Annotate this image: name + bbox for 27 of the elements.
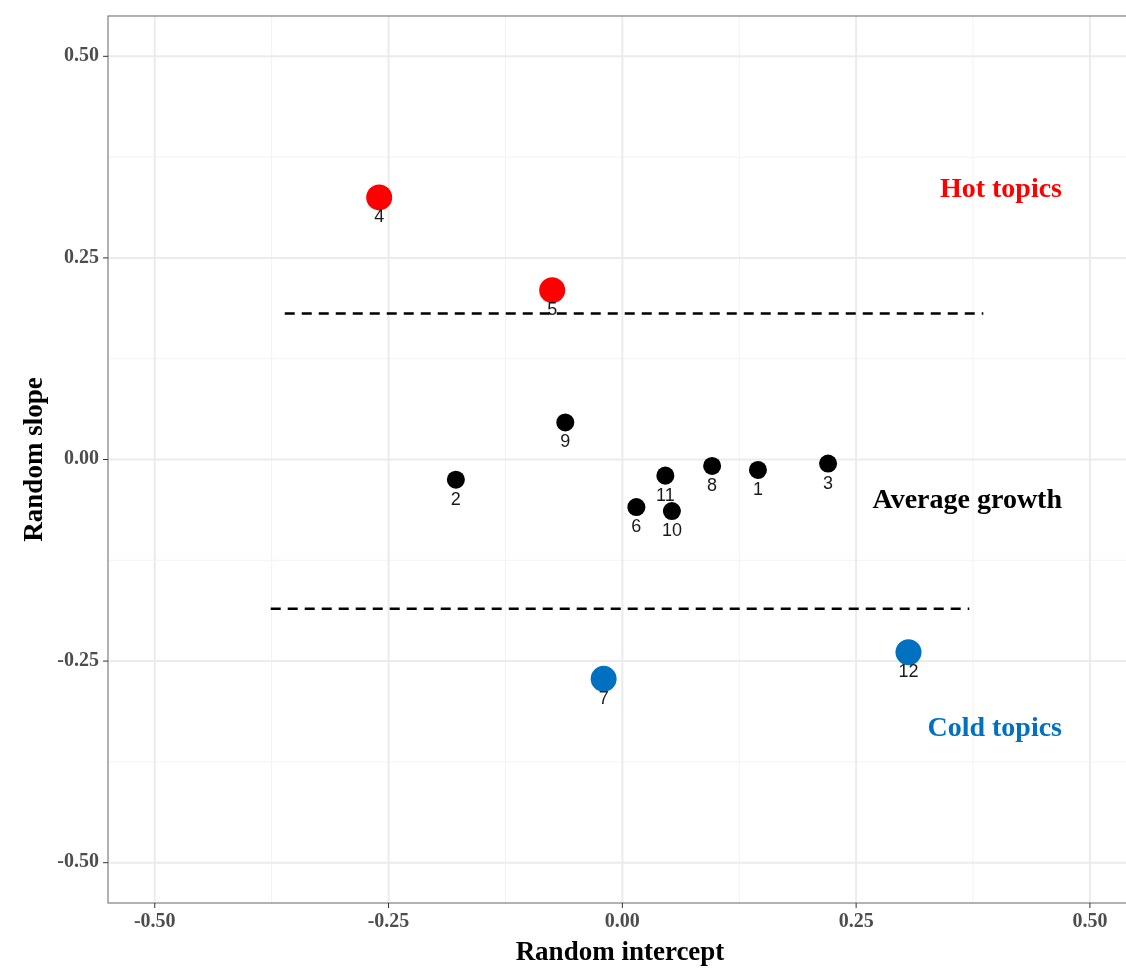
text: Hot topics xyxy=(939,172,1063,204)
y-tick-label: 0.00 xyxy=(64,446,99,469)
x-tick-label: -0.50 xyxy=(133,909,176,931)
annotation: 7 xyxy=(598,687,609,708)
annotation: 12 xyxy=(898,661,919,682)
annotation: 1 xyxy=(752,478,763,499)
annotation: 6 xyxy=(631,516,642,537)
y-tick-label: -0.25 xyxy=(57,647,99,670)
x-tick-label: 0.00 xyxy=(604,909,640,931)
y-tick-label: -0.50 xyxy=(57,849,99,872)
annotation: 5 xyxy=(547,299,558,320)
annotation: 3 xyxy=(823,472,834,493)
annotation: 8 xyxy=(707,474,718,495)
x-tick-label: 0.25 xyxy=(838,909,874,931)
annotation: 2 xyxy=(450,488,461,509)
y-tick-label: 0.25 xyxy=(64,244,99,267)
y-tick-label: 0.50 xyxy=(64,42,99,65)
annotation: 4 xyxy=(374,206,385,227)
x-axis-title: Random intercept xyxy=(515,936,725,966)
series-label: Cold topics xyxy=(927,711,1063,743)
series-label: Average growth xyxy=(872,482,1063,514)
annotation: 11 xyxy=(656,484,675,505)
x-tick-label: 0.50 xyxy=(1072,909,1108,931)
annotation: 10 xyxy=(661,520,682,541)
x-tick-label: -0.25 xyxy=(367,909,410,931)
y-axis-title: Random slope xyxy=(18,377,48,542)
annotation: 9 xyxy=(560,431,571,452)
